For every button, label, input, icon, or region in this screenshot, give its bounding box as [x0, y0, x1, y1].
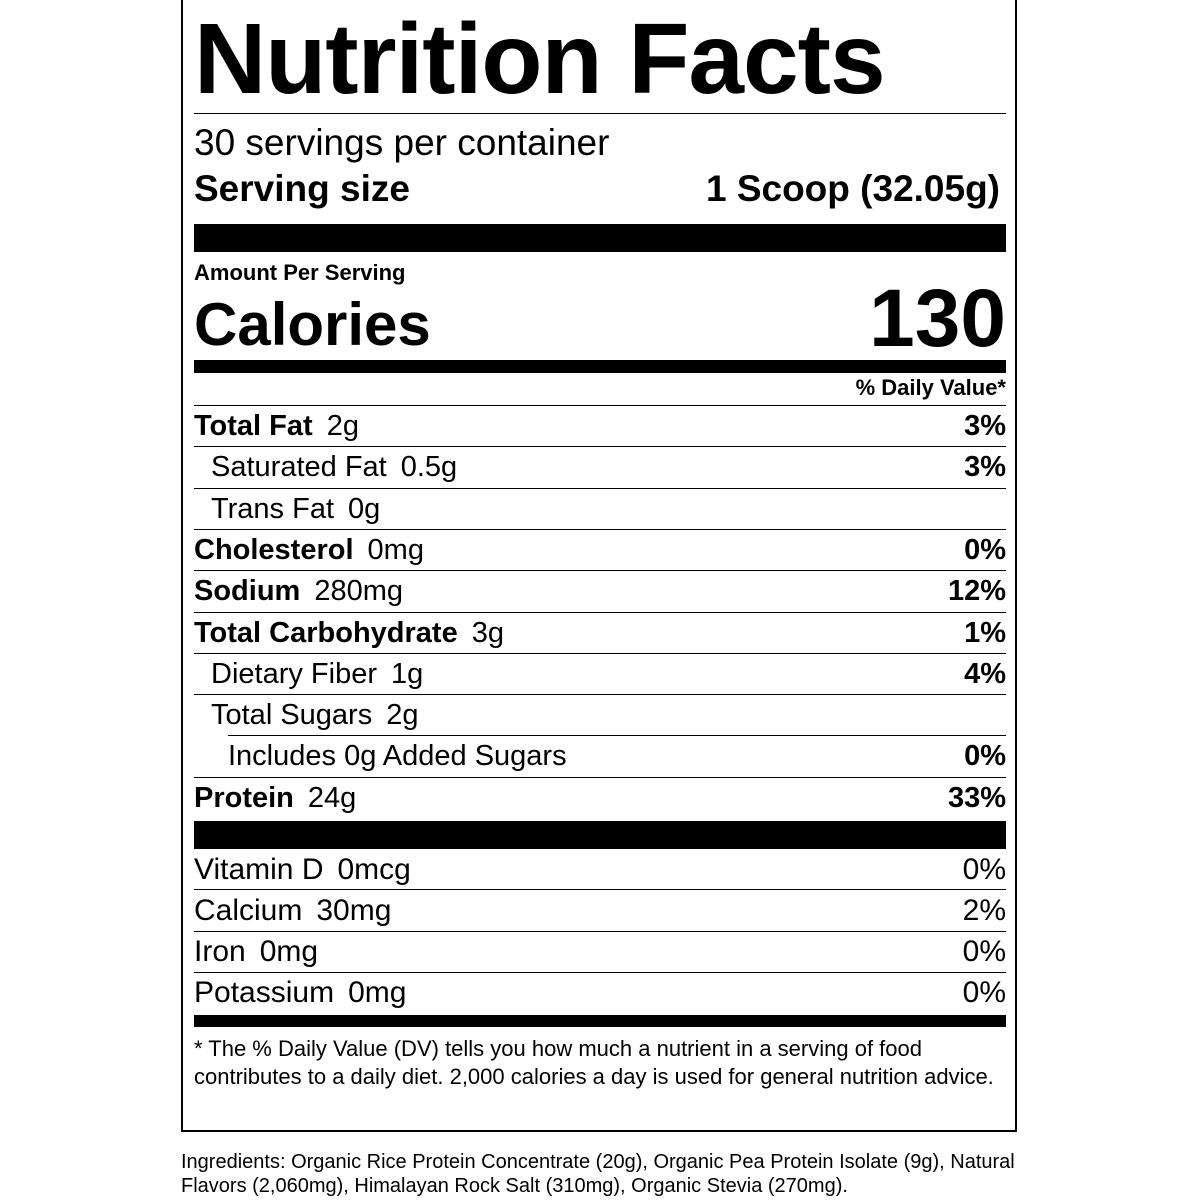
nutrient-row: Protein 24g 33% [194, 778, 1006, 819]
row-rule [194, 652, 1006, 654]
nutrient-amount: 2g [326, 410, 359, 442]
nutrient-amount: 0mg [367, 533, 424, 566]
title: Nutrition Facts [194, 3, 886, 115]
daily-value: 3% [964, 451, 1006, 484]
amount-per-serving: Amount Per Serving [194, 260, 406, 285]
nutrient-row: Total Fat 2g 3% [194, 406, 1006, 447]
nutrient-row: Total Carbohydrate 3g 1% [194, 613, 1006, 654]
nutrient-row: Sodium 280mg 12% [194, 571, 1006, 612]
row-rule [194, 570, 1006, 572]
daily-value: 12% [947, 575, 1006, 608]
row-rule [194, 446, 1006, 448]
nutrient-name: Dietary Fiber [211, 657, 377, 690]
daily-value: 4% [964, 657, 1006, 690]
nutrient-amount: 0mg [259, 935, 319, 969]
nutrient-name: Sodium [194, 575, 301, 608]
nutrient-name: Total Fat [194, 410, 313, 442]
footnote: * The % Daily Value (DV) tells you how m… [194, 1036, 994, 1089]
row-rule [194, 405, 1006, 406]
nutrient-name: Potassium [194, 976, 335, 1010]
row-rule [194, 971, 1006, 973]
calories-label: Calories [194, 291, 431, 358]
row-rule [194, 611, 1006, 613]
daily-value: 3% [964, 410, 1006, 442]
row-rule [194, 694, 1006, 696]
nutrient-row: Includes 0g Added Sugars 0% [194, 736, 1006, 777]
serving-size-value: 1 Scoop (32.05g) [705, 168, 1000, 209]
rule [194, 113, 1006, 114]
nutrient-amount: 3g [471, 616, 504, 649]
nutrient-amount: 0mg [348, 976, 407, 1010]
nutrient-row: Saturated Fat 0.5g 3% [194, 447, 1006, 488]
ingredients: Ingredients: Organic Rice Protein Concen… [181, 1151, 1015, 1197]
row-rule [228, 735, 1006, 737]
nutrient-name: Vitamin D [194, 852, 324, 886]
nutrient-row: Iron 0mg 0% [194, 932, 1006, 973]
nutrient-amount: 280mg [314, 575, 404, 608]
nutrition-label: Nutrition Facts 30 servings per containe… [194, 0, 1006, 1130]
nutrient-name: Trans Fat [211, 492, 335, 525]
nutrient-rows: Total Fat 2g 3% Saturated Fat 0.5g 3% Trans Fa… [194, 0, 1006, 1130]
nutrient-amount: 24g [307, 781, 357, 814]
nutrient-name: Cholesterol [194, 533, 354, 566]
medium-bar [194, 360, 1006, 373]
servings: 30 servings per container [194, 122, 610, 163]
nutrient-name: Saturated Fat [211, 451, 387, 484]
calories-value: 130 [869, 273, 1006, 364]
nutrient-name: Calcium [194, 893, 303, 927]
thick-bar [194, 224, 1006, 252]
row-rule [194, 930, 1006, 932]
serving-size-label: Serving size [194, 168, 410, 209]
nutrient-row: Dietary Fiber 1g 4% [194, 654, 1006, 695]
nutrient-amount: 30mg [316, 893, 392, 927]
nutrient-name: Total Sugars [211, 699, 373, 732]
row-rule [194, 487, 1006, 489]
daily-value: 0% [962, 935, 1006, 969]
nutrient-amount: 2g [386, 699, 419, 732]
nutrient-name: Includes 0g Added Sugars [228, 740, 567, 773]
daily-value: 33% [947, 781, 1006, 814]
daily-value: 0% [962, 852, 1006, 886]
nutrient-name: Iron [194, 935, 246, 969]
nutrient-amount: 1g [391, 657, 424, 690]
thick-bar [194, 821, 1006, 849]
daily-value: 1% [964, 616, 1006, 649]
nutrient-row: Potassium 0mg 0% [194, 973, 1006, 1014]
nutrient-row: Trans Fat 0g [194, 489, 1006, 530]
daily-value-header: % Daily Value* [855, 375, 1006, 400]
row-rule [194, 889, 1006, 891]
medium-bar [194, 1015, 1006, 1028]
nutrient-row: Vitamin D 0mcg 0% [194, 849, 1006, 890]
nutrient-amount: 0mcg [337, 852, 411, 886]
daily-value: 0% [964, 533, 1006, 566]
row-rule [194, 776, 1006, 778]
nutrient-row: Total Sugars 2g [194, 695, 1006, 736]
daily-value: 0% [964, 740, 1006, 773]
daily-value: 2% [962, 893, 1006, 927]
nutrient-name: Protein [194, 781, 294, 814]
nutrient-amount: 0.5g [400, 451, 458, 484]
nutrient-row: Cholesterol 0mg 0% [194, 530, 1006, 571]
label-border [181, 0, 1017, 1132]
row-rule [194, 848, 1006, 849]
row-rule [194, 528, 1006, 530]
daily-value: 0% [962, 976, 1006, 1010]
nutrient-name: Total Carbohydrate [194, 616, 458, 649]
nutrient-amount: 0g [348, 492, 381, 525]
nutrient-row: Calcium 30mg 2% [194, 890, 1006, 931]
